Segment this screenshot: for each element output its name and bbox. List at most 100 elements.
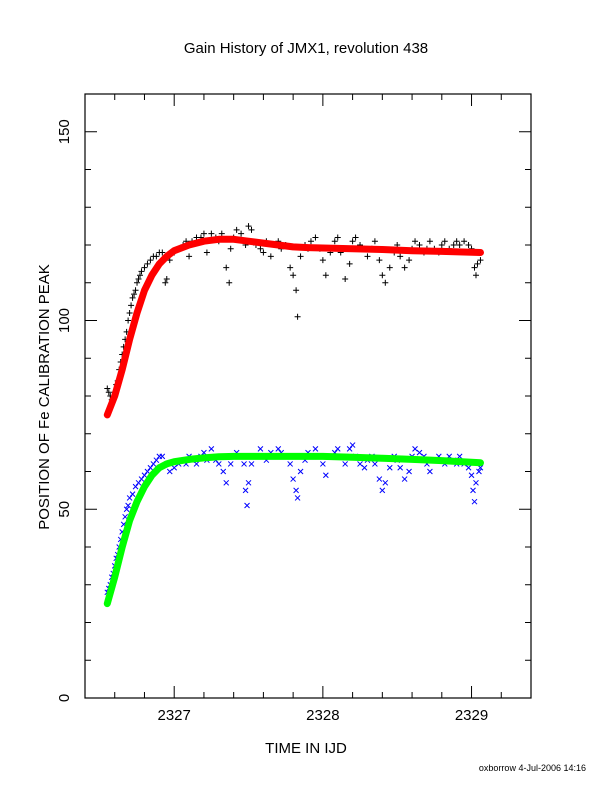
data-point-plus	[401, 264, 408, 271]
data-point-plus	[312, 234, 319, 241]
chart-title: Gain History of JMX1, revolution 438	[184, 40, 428, 57]
data-point-plus	[141, 264, 148, 271]
data-point-cross	[227, 461, 234, 467]
data-point-plus	[472, 272, 479, 279]
data-point-cross	[144, 468, 151, 475]
data-point-cross	[220, 468, 227, 475]
data-point-plus	[287, 264, 294, 271]
data-point-plus	[104, 385, 111, 392]
data-point-plus	[226, 279, 233, 286]
data-point-plus	[465, 242, 472, 248]
data-point-cross	[135, 479, 142, 486]
data-point-plus	[260, 249, 267, 256]
data-point-plus	[137, 272, 144, 279]
data-point-cross	[465, 464, 472, 471]
x-axis-label: TIME IN IJD	[265, 740, 347, 757]
data-point-cross	[290, 476, 296, 482]
data-point-plus	[153, 253, 160, 260]
data-point-plus	[397, 253, 404, 260]
data-point-plus	[371, 238, 378, 245]
data-point-plus	[349, 238, 356, 245]
data-point-cross	[320, 461, 326, 467]
data-point-plus	[386, 264, 393, 271]
data-point-cross	[150, 461, 157, 467]
data-point-cross	[138, 476, 145, 482]
data-point-plus	[238, 230, 245, 237]
data-point-cross	[379, 487, 386, 494]
y-tick-label: 50	[56, 501, 73, 518]
data-point-cross	[470, 487, 476, 494]
data-point-cross	[406, 468, 412, 475]
data-point-cross	[132, 483, 139, 490]
y-tick-labels: 0 50 100 150	[56, 119, 73, 702]
data-point-cross	[427, 468, 433, 475]
data-point-plus	[257, 245, 264, 252]
plot-area: 0 50 100 150 2327 2328 2329	[56, 93, 532, 724]
data-point-plus	[352, 234, 359, 241]
data-point-cross	[248, 461, 255, 467]
data-point-cross	[245, 479, 252, 486]
data-point-cross	[242, 487, 249, 494]
fit-layer	[103, 235, 484, 608]
data-point-cross	[334, 445, 341, 452]
data-point-plus	[382, 279, 389, 286]
data-point-plus	[162, 279, 169, 286]
data-point-plus	[105, 389, 112, 396]
data-point-plus	[131, 291, 138, 298]
data-point-cross	[312, 445, 319, 452]
data-point-cross	[294, 495, 301, 501]
data-point-plus	[200, 230, 207, 237]
data-point-cross	[397, 464, 404, 471]
y-axis-label: POSITION OF Fe CALIBRATION PEAK	[36, 264, 53, 530]
data-point-plus	[223, 264, 230, 271]
data-point-cross	[293, 487, 299, 494]
data-point-plus	[477, 257, 484, 264]
data-point-plus	[144, 260, 151, 267]
data-point-cross	[322, 472, 329, 479]
data-point-plus	[218, 230, 225, 237]
data-point-cross	[257, 445, 264, 452]
x-tick-label: 2327	[158, 707, 191, 724]
data-point-plus	[159, 249, 166, 256]
data-point-plus	[267, 253, 274, 260]
data-point-plus	[138, 268, 145, 275]
plot-frame	[84, 93, 532, 699]
data-point-cross	[241, 461, 247, 467]
data-point-plus	[406, 257, 413, 264]
data-point-plus	[453, 238, 460, 245]
x-tick-label: 2329	[455, 707, 488, 724]
data-point-cross	[129, 491, 136, 498]
data-point-cross	[361, 464, 368, 471]
data-point-cross	[473, 479, 479, 486]
data-point-plus	[126, 309, 133, 316]
data-point-plus	[294, 313, 301, 320]
data-point-cross	[372, 461, 378, 467]
data-point-plus	[334, 234, 341, 241]
data-point-cross	[141, 472, 148, 479]
data-point-cross	[382, 479, 389, 486]
y-tick-label: 150	[56, 119, 73, 144]
footer-stamp: oxborrow 4-Jul-2006 14:16	[479, 763, 586, 773]
data-point-plus	[456, 242, 463, 248]
data-point-cross	[342, 461, 349, 467]
data-point-cross	[471, 498, 478, 505]
data-point-plus	[129, 294, 136, 301]
data-point-plus	[132, 287, 139, 294]
data-point-plus	[450, 242, 457, 248]
data-point-plus	[364, 253, 371, 260]
data-point-cross	[159, 453, 166, 460]
data-point-plus	[297, 253, 304, 260]
data-point-plus	[245, 223, 252, 230]
data-point-plus	[416, 242, 423, 248]
data-point-cross	[123, 506, 130, 513]
data-point-plus	[135, 275, 142, 282]
data-point-cross	[153, 457, 160, 464]
data-point-plus	[134, 279, 141, 286]
data-point-cross	[215, 461, 222, 467]
data-point-plus	[186, 253, 193, 260]
x-tick-labels: 2327 2328 2329	[158, 707, 489, 724]
data-point-cross	[147, 464, 154, 471]
axis-ticks	[84, 93, 532, 699]
data-point-cross	[349, 442, 356, 448]
